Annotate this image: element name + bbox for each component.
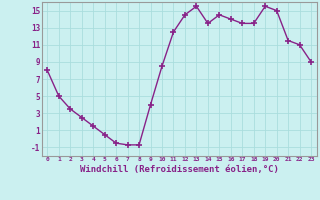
- X-axis label: Windchill (Refroidissement éolien,°C): Windchill (Refroidissement éolien,°C): [80, 165, 279, 174]
